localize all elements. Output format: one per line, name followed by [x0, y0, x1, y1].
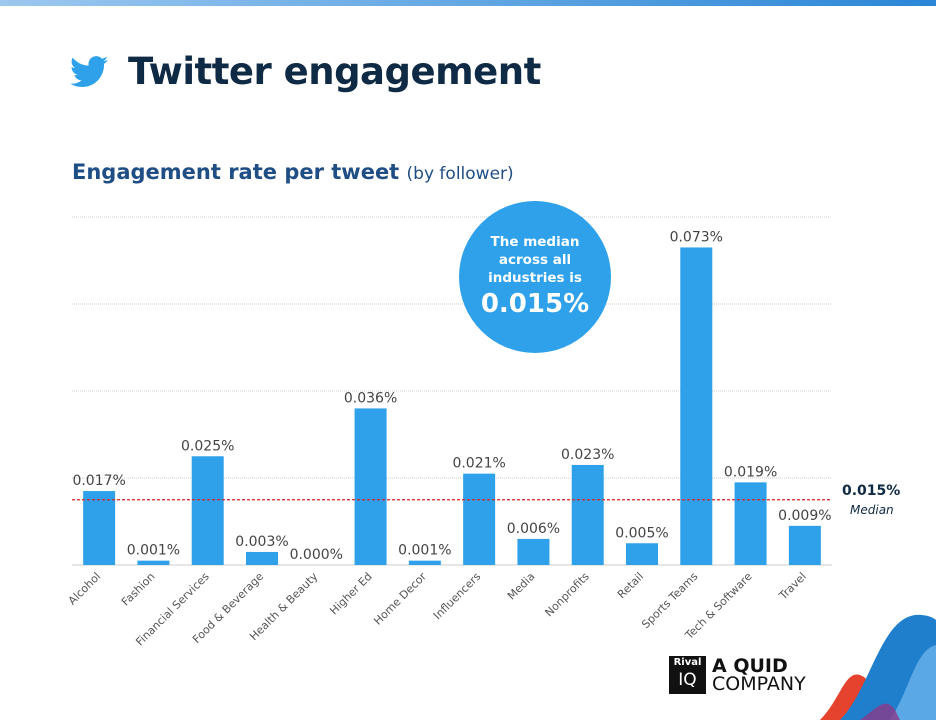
median-value-label: 0.015%: [842, 483, 901, 499]
callout-value: 0.015%: [480, 289, 590, 319]
tagline-line-2: COMPANY: [712, 673, 806, 695]
data-label: 0.001%: [398, 543, 451, 559]
chart-title-main: Engagement rate per tweet: [72, 160, 400, 184]
median-caption: Median: [850, 503, 894, 517]
logo-tagline: A QUID COMPANY: [712, 655, 806, 695]
bar: [517, 538, 550, 565]
page-title: Twitter engagement: [128, 50, 541, 93]
x-tick-label: Retail: [615, 570, 646, 601]
data-label: 0.019%: [724, 464, 777, 480]
bar: [246, 551, 278, 565]
data-label: 0.017%: [72, 473, 125, 489]
callout-text: The median across all industries is: [488, 234, 582, 286]
data-label: 0.036%: [344, 390, 397, 406]
data-label: 0.000%: [290, 547, 343, 563]
bar: [408, 560, 441, 565]
x-tick-label: Travel: [776, 570, 809, 603]
data-label: 0.009%: [778, 508, 831, 524]
chart-title: Engagement rate per tweet (by follower): [72, 160, 514, 184]
bar: [191, 456, 224, 565]
bar: [680, 247, 713, 565]
median-callout: The median across all industries is 0.01…: [459, 201, 611, 353]
x-tick-label: Influencers: [431, 570, 483, 622]
logo-mark: Rival IQ: [669, 656, 706, 694]
x-tick-label: Sports Teams: [639, 570, 700, 631]
data-label: 0.001%: [127, 543, 180, 559]
bar: [354, 408, 387, 565]
bar: [788, 525, 821, 565]
x-tick-label: Nonprofits: [542, 570, 592, 620]
data-label: 0.023%: [561, 447, 614, 463]
tagline-line-1: A QUID: [712, 655, 788, 677]
decorative-waves: [820, 614, 936, 720]
x-tick-label: Home Decor: [371, 570, 429, 628]
top-accent-bar: [0, 0, 936, 6]
x-tick-label: Media: [505, 570, 538, 603]
x-tick-label: Fashion: [119, 570, 158, 609]
data-label: 0.021%: [452, 456, 505, 472]
twitter-bird-icon: [70, 56, 108, 88]
data-label: 0.003%: [235, 534, 288, 550]
x-tick-label: Alcohol: [66, 570, 104, 608]
bar: [463, 473, 496, 565]
rival-iq-logo: Rival IQ A QUID COMPANY: [669, 656, 806, 694]
bar: [83, 491, 116, 565]
chart-subtitle: (by follower): [406, 164, 514, 184]
data-label: 0.073%: [670, 229, 723, 245]
bar: [626, 543, 658, 565]
x-tick-label: Higher Ed: [327, 570, 374, 617]
bar: [571, 464, 604, 565]
data-label: 0.006%: [507, 521, 560, 537]
data-label: 0.025%: [181, 438, 234, 454]
bar: [137, 560, 170, 565]
bar: [734, 482, 767, 565]
data-label: 0.005%: [615, 525, 668, 541]
